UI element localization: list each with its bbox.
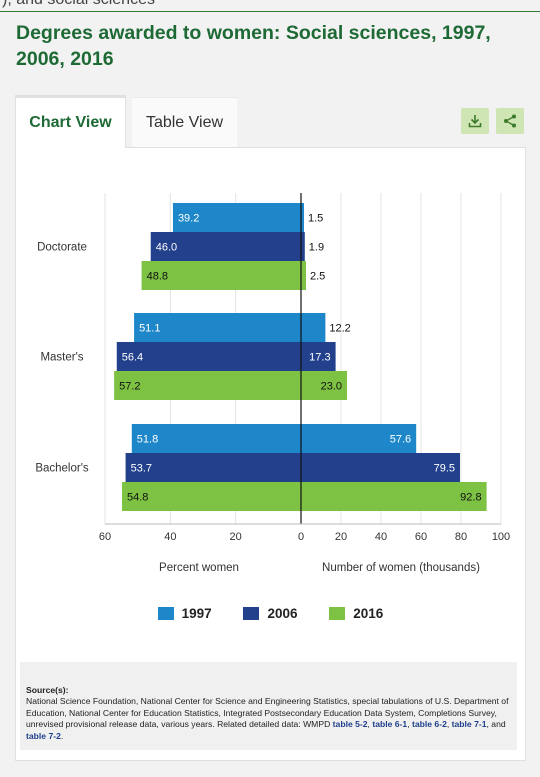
bar-number-1997[interactable]: [301, 313, 326, 342]
bar-number-2016[interactable]: [301, 371, 347, 400]
tick-label-left: 60: [99, 531, 111, 543]
data-label-number: 92.8: [460, 492, 481, 504]
bar-percent-2016[interactable]: [121, 482, 301, 511]
tick-label-right: 80: [455, 531, 467, 543]
data-label-number: 79.5: [434, 463, 455, 475]
tick-label-right: 20: [335, 531, 347, 543]
legend-swatch-2006: [243, 607, 260, 620]
bar-percent-1997[interactable]: [172, 203, 301, 232]
data-label-percent: 51.1: [139, 323, 160, 335]
bar-number-2016[interactable]: [301, 482, 487, 511]
legend-item-2016[interactable]: 2016: [329, 606, 383, 621]
data-label-percent: 54.8: [127, 492, 148, 504]
tick-label-left: 20: [230, 531, 242, 543]
source-end: .: [60, 730, 64, 741]
source-label: Source(s):: [26, 685, 69, 695]
data-label-percent: 48.8: [147, 271, 168, 283]
source-sep: ,: [446, 719, 452, 730]
tab-table-view[interactable]: Table View: [132, 97, 237, 148]
tick-label-right: 60: [415, 531, 427, 543]
legend-item-1997[interactable]: 1997: [157, 606, 212, 621]
data-label-number: 12.2: [329, 323, 350, 335]
tick-label-right: 100: [492, 531, 510, 543]
source-note: Source(s): National Science Foundation, …: [20, 662, 517, 750]
legend-swatch-1997: [157, 607, 174, 620]
bar-percent-2016[interactable]: [114, 371, 301, 400]
data-label-number: 1.5: [308, 213, 323, 225]
link-table-6-1[interactable]: table 6-1: [372, 719, 408, 730]
top-fragment-bar: ), and social sciences: [0, 0, 540, 12]
legend-label-2016: 2016: [353, 606, 384, 621]
source-sep: ,: [367, 719, 373, 730]
source-sep: , and: [486, 719, 506, 730]
x-axis-label-left: Percent women: [159, 562, 239, 574]
tick-label-left: 40: [164, 531, 176, 543]
data-label-percent: 46.0: [156, 242, 177, 254]
bar-number-1997[interactable]: [301, 424, 417, 453]
bar-number-2006[interactable]: [301, 232, 305, 261]
source-text: National Science Foundation, National Ce…: [26, 696, 509, 730]
data-label-percent: 39.2: [178, 213, 199, 225]
data-label-number: 17.3: [309, 352, 330, 364]
share-icon: [504, 114, 516, 128]
link-table-7-2[interactable]: table 7-2: [26, 730, 61, 741]
bar-percent-1997[interactable]: [134, 313, 301, 342]
link-table-6-2[interactable]: table 6-2: [411, 719, 447, 730]
x-axis-label-right: Number of women (thousands): [322, 562, 480, 574]
bar-percent-2006[interactable]: [116, 342, 301, 371]
bar-number-2006[interactable]: [301, 342, 336, 371]
data-label-percent: 51.8: [137, 434, 158, 446]
bar-percent-2016[interactable]: [141, 261, 301, 290]
source-sep: ,: [407, 719, 412, 730]
legend: 1997 2006 2016: [16, 606, 525, 621]
legend-label-2006: 2006: [267, 606, 298, 621]
bar-percent-2006[interactable]: [150, 232, 301, 261]
download-button[interactable]: [461, 108, 489, 134]
data-label-number: 2.5: [310, 271, 325, 283]
bar-percent-1997[interactable]: [131, 424, 301, 453]
bar-number-2006[interactable]: [301, 453, 460, 482]
bar-number-2016[interactable]: [301, 261, 306, 290]
chart-title: Degrees awarded to women: Social science…: [16, 22, 491, 70]
data-label-number: 57.6: [390, 434, 411, 446]
share-button[interactable]: [496, 108, 524, 134]
data-label-percent: 53.7: [131, 463, 152, 475]
category-label: Master's: [40, 352, 83, 364]
top-fragment-text: ), and social sciences: [2, 0, 155, 9]
tab-chart-view[interactable]: Chart View: [15, 95, 126, 148]
bar-percent-2006[interactable]: [125, 453, 301, 482]
link-table-7-1[interactable]: table 7-1: [451, 719, 487, 730]
data-label-number: 23.0: [321, 381, 342, 393]
category-label: Bachelor's: [35, 463, 89, 475]
chart-svg: Doctorate 39.2 1.5 46.0 1.9 48.8 2.5 Master's 51…: [35, 193, 510, 574]
tick-label-right: 40: [375, 531, 387, 543]
data-label-number: 1.9: [309, 242, 324, 254]
bar-number-1997[interactable]: [301, 203, 304, 232]
category-label: Doctorate: [37, 242, 87, 254]
legend-item-2006[interactable]: 2006: [243, 606, 298, 621]
legend-label-1997: 1997: [181, 606, 212, 621]
chart-panel: Doctorate 39.2 1.5 46.0 1.9 48.8 2.5 Master's 51…: [15, 147, 526, 761]
data-label-percent: 56.4: [122, 352, 143, 364]
link-table-5-2[interactable]: table 5-2: [332, 719, 368, 730]
legend-swatch-2016: [329, 607, 346, 620]
data-label-percent: 57.2: [119, 381, 140, 393]
tick-label-left: 0: [298, 531, 304, 543]
download-icon: [468, 115, 482, 128]
